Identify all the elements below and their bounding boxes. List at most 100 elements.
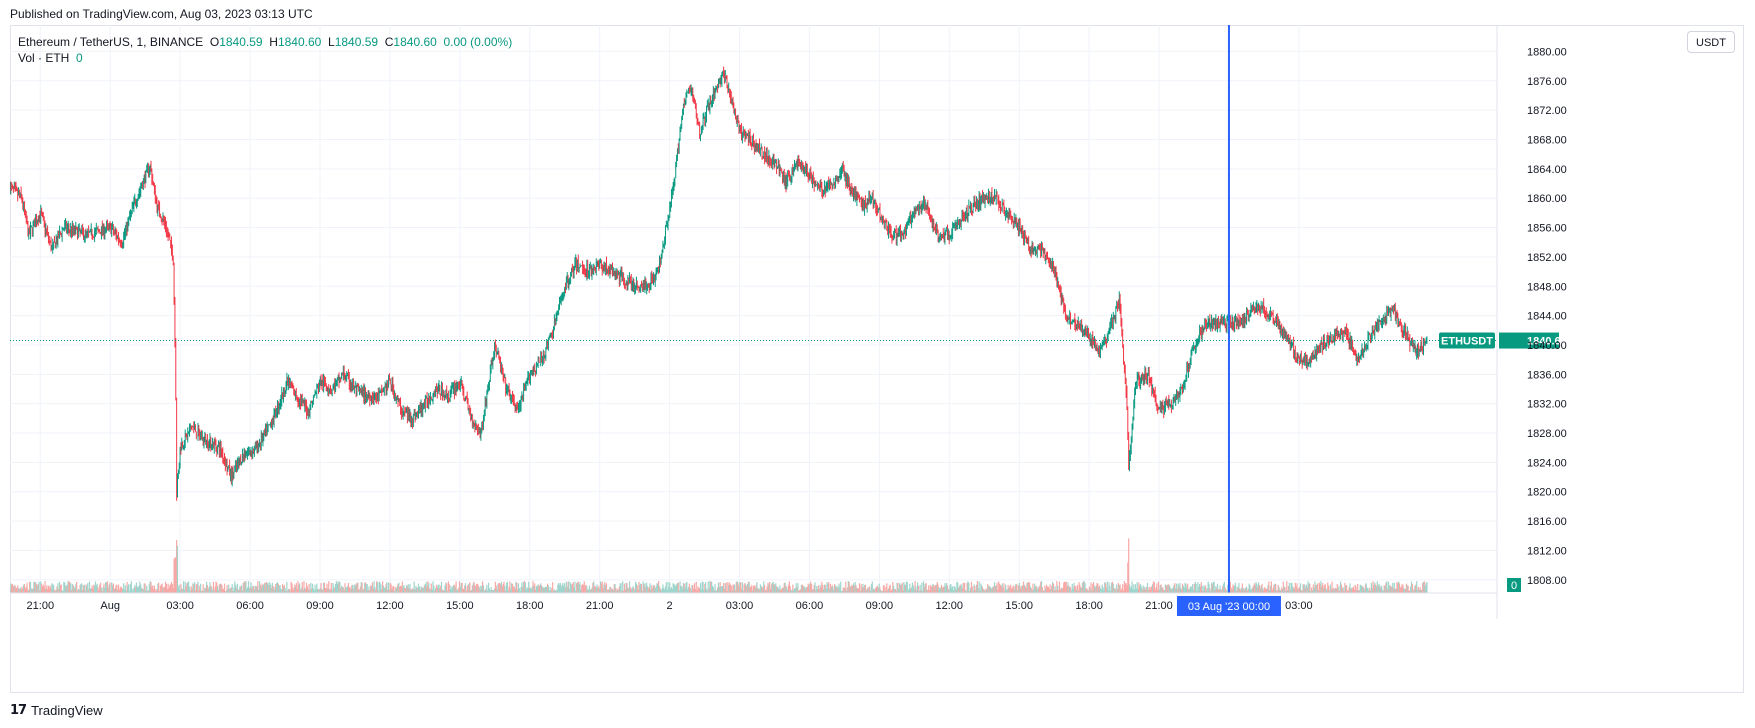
volume-bar bbox=[1245, 587, 1247, 593]
volume-bar bbox=[1071, 584, 1073, 593]
tradingview-brand[interactable]: 𝟭𝟳 TradingView bbox=[10, 702, 103, 718]
volume-bar bbox=[1404, 588, 1407, 593]
volume-bar bbox=[234, 581, 236, 593]
volume-bar bbox=[226, 585, 228, 593]
volume-bar bbox=[167, 583, 169, 593]
volume-bar bbox=[323, 582, 325, 593]
volume-bar bbox=[729, 584, 732, 593]
volume-bar bbox=[1343, 590, 1345, 593]
volume-bar bbox=[55, 589, 57, 593]
volume-bar bbox=[861, 587, 863, 593]
volume-bar bbox=[358, 589, 360, 593]
volume-bar bbox=[707, 581, 709, 593]
volume-bar bbox=[125, 590, 127, 593]
volume-bar bbox=[1019, 586, 1021, 593]
volume-bar bbox=[535, 585, 538, 593]
volume-bar bbox=[1257, 582, 1260, 593]
volume-bar bbox=[886, 583, 888, 593]
volume-bar bbox=[790, 590, 792, 593]
volume-bar bbox=[246, 587, 249, 593]
volume-bar bbox=[76, 581, 78, 593]
volume-bar bbox=[866, 589, 868, 593]
volume-bar bbox=[315, 589, 317, 593]
symbol-title[interactable]: Ethereum / TetherUS, 1, BINANCE bbox=[18, 35, 204, 49]
volume-bar bbox=[287, 589, 290, 593]
volume-bar bbox=[1036, 589, 1038, 593]
volume-bar bbox=[800, 584, 802, 593]
volume-bar bbox=[204, 587, 206, 593]
volume-bar bbox=[526, 587, 528, 593]
volume-bar bbox=[1182, 585, 1184, 593]
volume-bar bbox=[239, 586, 241, 593]
volume-bar bbox=[425, 582, 427, 593]
volume-bar bbox=[1105, 587, 1108, 593]
volume-bar bbox=[169, 585, 171, 593]
volume-label[interactable]: Vol · ETH bbox=[18, 51, 70, 65]
volume-bar bbox=[1291, 583, 1293, 593]
x-tick-label: 06:00 bbox=[236, 600, 264, 612]
volume-bar bbox=[661, 588, 663, 593]
volume-bar bbox=[115, 585, 117, 593]
volume-bar bbox=[138, 585, 140, 593]
volume-bar bbox=[981, 586, 984, 593]
volume-bar bbox=[1203, 585, 1205, 593]
volume-bar bbox=[563, 586, 565, 593]
volume-bar bbox=[1395, 588, 1397, 593]
volume-bar bbox=[1057, 585, 1059, 593]
volume-bar bbox=[552, 582, 554, 593]
volume-bar bbox=[1041, 587, 1043, 593]
volume-bar bbox=[609, 586, 611, 593]
volume-bar bbox=[1322, 582, 1324, 593]
volume-bar bbox=[229, 588, 232, 593]
volume-bar bbox=[1060, 587, 1062, 593]
volume-bar bbox=[1380, 587, 1382, 593]
volume-bar bbox=[491, 589, 493, 593]
volume-bar bbox=[287, 590, 289, 593]
volume-bar bbox=[541, 586, 544, 593]
volume-bar bbox=[1135, 588, 1137, 593]
volume-bar bbox=[314, 584, 316, 593]
volume-bar bbox=[1091, 590, 1093, 593]
volume-bar bbox=[421, 587, 423, 593]
y-tick-label: 1868.00 bbox=[1527, 134, 1567, 146]
volume-bar bbox=[1146, 587, 1148, 593]
volume-bar bbox=[95, 584, 97, 593]
volume-bar bbox=[520, 587, 522, 593]
volume-bar bbox=[405, 587, 407, 593]
volume-bar bbox=[256, 586, 258, 593]
volume-bar bbox=[889, 584, 891, 593]
volume-bar bbox=[88, 589, 90, 593]
volume-bar bbox=[623, 583, 626, 593]
volume-bar bbox=[916, 590, 918, 593]
volume-bar bbox=[482, 585, 485, 593]
volume-bar bbox=[1146, 582, 1149, 593]
change-value: 0.00 (0.00%) bbox=[443, 35, 513, 49]
volume-bar bbox=[1034, 583, 1036, 593]
volume-bar bbox=[380, 584, 382, 593]
volume-bar bbox=[655, 586, 657, 593]
volume-bar bbox=[1124, 583, 1126, 593]
volume-bar bbox=[235, 587, 238, 593]
volume-bar bbox=[274, 587, 276, 593]
currency-button[interactable]: USDT bbox=[1687, 31, 1735, 53]
y-tick-label: 1812.00 bbox=[1527, 545, 1567, 557]
volume-bar bbox=[1410, 581, 1413, 593]
volume-bar bbox=[1288, 582, 1290, 593]
volume-bar bbox=[285, 590, 287, 593]
volume-bar bbox=[747, 581, 749, 593]
volume-bar bbox=[587, 589, 590, 593]
volume-bar bbox=[112, 583, 115, 593]
volume-bar bbox=[1297, 589, 1299, 593]
volume-bar bbox=[1153, 582, 1155, 593]
volume-bar bbox=[642, 581, 644, 593]
volume-bar bbox=[335, 583, 337, 593]
volume-bar bbox=[182, 588, 184, 593]
volume-bar bbox=[757, 588, 759, 593]
volume-bar bbox=[853, 585, 855, 593]
volume-bar bbox=[1159, 585, 1161, 593]
volume-bar bbox=[1152, 581, 1155, 593]
volume-bar bbox=[824, 585, 826, 593]
volume-bar bbox=[1058, 581, 1061, 593]
volume-bar bbox=[241, 590, 244, 593]
